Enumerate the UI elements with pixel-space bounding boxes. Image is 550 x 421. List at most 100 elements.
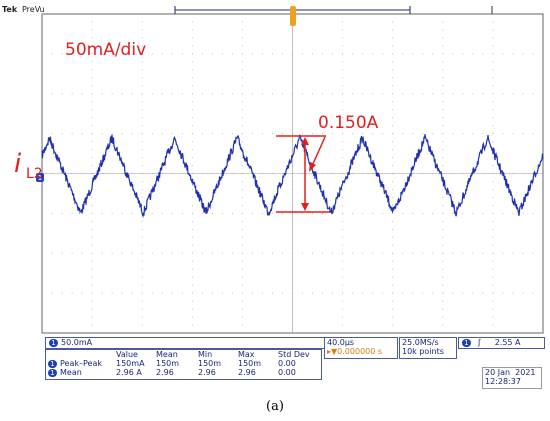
grid-dot (91, 300, 93, 302)
grid-dot (392, 236, 394, 238)
grid-dot (141, 228, 143, 230)
grid-dot (442, 204, 444, 206)
grid-dot (372, 212, 374, 214)
grid-dot (372, 292, 374, 294)
grid-dot (241, 29, 243, 31)
grid-dot (392, 196, 394, 198)
grid-dot (131, 93, 133, 95)
grid-dot (171, 212, 173, 214)
grid-dot (181, 212, 183, 214)
grid-dot (91, 61, 93, 63)
grid-dot (342, 141, 344, 143)
grid-dot (191, 324, 193, 326)
grid-dot (392, 69, 394, 71)
grid-dot (322, 212, 324, 214)
grid-dot (191, 236, 193, 238)
grid-dot (492, 276, 494, 278)
grid-dot (121, 212, 123, 214)
grid-dot (241, 260, 243, 262)
grid-dot (492, 244, 494, 246)
grid-dot (71, 53, 73, 55)
grid-dot (191, 300, 193, 302)
grid-dot (191, 93, 193, 95)
grid-dot (442, 268, 444, 270)
grid-dot (442, 29, 444, 31)
grid-dot (482, 292, 484, 294)
grid-dot (492, 268, 494, 270)
grid-dot (342, 149, 344, 151)
grid-dot (342, 45, 344, 47)
grid-dot (191, 61, 193, 63)
grid-dot (492, 188, 494, 190)
grid-dot (442, 45, 444, 47)
grid-dot (492, 53, 494, 55)
grid-dot (322, 53, 324, 55)
grid-dot (342, 93, 344, 95)
grid-dot (241, 228, 243, 230)
grid-dot (281, 133, 283, 135)
signal-subscript: L2 (26, 166, 43, 182)
grid-dot (241, 93, 243, 95)
grid-dot (271, 252, 273, 254)
grid-dot (522, 292, 524, 294)
grid-dot (141, 268, 143, 270)
grid-dot (392, 284, 394, 286)
grid-dot (492, 85, 494, 87)
grid-dot (342, 77, 344, 79)
grid-dot (191, 292, 193, 294)
grid-dot (402, 53, 404, 55)
grid-dot (161, 93, 163, 95)
grid-dot (492, 45, 494, 47)
measurement-cell: 150m (198, 359, 222, 368)
grid-dot (352, 53, 354, 55)
grid-dot (492, 69, 494, 71)
grid-dot (462, 212, 464, 214)
grid-dot (241, 21, 243, 23)
grid-dot (141, 220, 143, 222)
grid-dot (131, 252, 133, 254)
acquisition-box: 25.0MS/s 10k points (399, 337, 457, 359)
grid-dot (81, 292, 83, 294)
record-length: 10k points (402, 347, 444, 356)
grid-dot (121, 53, 123, 55)
grid-dot (382, 93, 384, 95)
grid-dot (161, 292, 163, 294)
grid-dot (392, 268, 394, 270)
measurement-header: Max (238, 350, 255, 359)
grid-dot (111, 53, 113, 55)
grid-dot (342, 61, 344, 63)
grid-dot (462, 133, 464, 135)
grid-dot (221, 93, 223, 95)
grid-dot (452, 212, 454, 214)
grid-dot (442, 165, 444, 167)
grid-dot (522, 252, 524, 254)
grid-dot (412, 53, 414, 55)
grid-dot (352, 252, 354, 254)
grid-dot (191, 260, 193, 262)
grid-dot (101, 292, 103, 294)
grid-dot (442, 149, 444, 151)
grid-dot (492, 316, 494, 318)
grid-dot (191, 101, 193, 103)
grid-dot (392, 292, 394, 294)
measurement-header: Std Dev (278, 350, 310, 359)
grid-dot (91, 244, 93, 246)
grid-dot (462, 252, 464, 254)
grid-dot (352, 292, 354, 294)
measurement-cell: 150m (156, 359, 180, 368)
grid-dot (241, 85, 243, 87)
grid-dot (91, 308, 93, 310)
grid-dot (342, 133, 344, 135)
grid-dot (442, 69, 444, 71)
grid-dot (392, 300, 394, 302)
grid-dot (352, 212, 354, 214)
grid-dot (492, 292, 494, 294)
grid-dot (151, 212, 153, 214)
grid-dot (392, 101, 394, 103)
grid-dot (302, 133, 304, 135)
grid-dot (492, 157, 494, 159)
grid-dot (201, 292, 203, 294)
grid-dot (161, 252, 163, 254)
caption: (a) (266, 399, 284, 414)
grid-dot (261, 93, 263, 95)
